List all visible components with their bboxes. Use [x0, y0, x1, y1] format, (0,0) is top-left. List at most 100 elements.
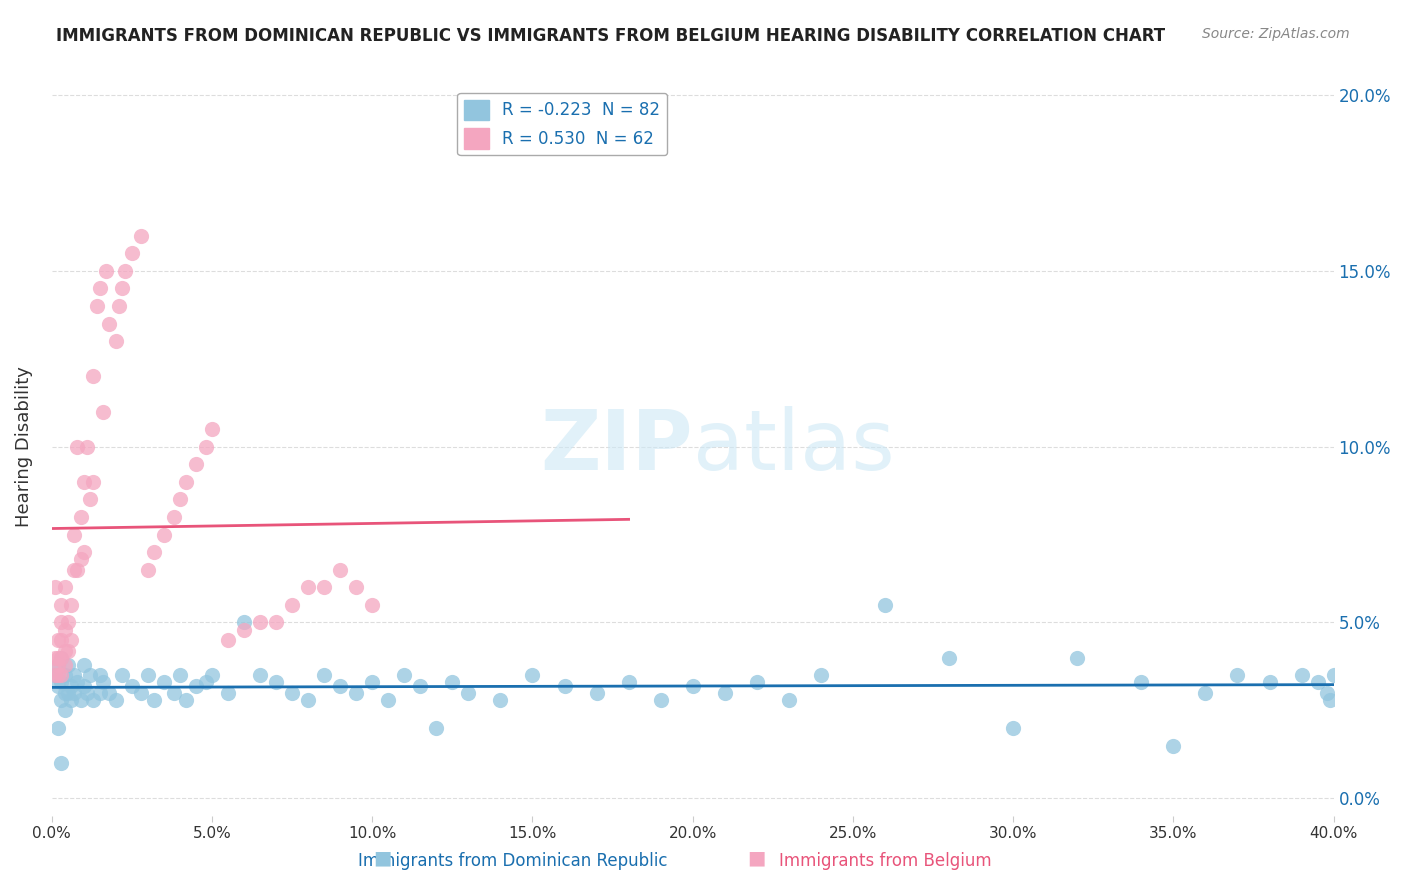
- Point: [53, 643, 76, 657]
- Point: [1130, 675, 1153, 690]
- Point: [136, 668, 159, 682]
- Point: [184, 679, 207, 693]
- Point: [79, 668, 101, 682]
- Point: [176, 693, 198, 707]
- Point: [79, 492, 101, 507]
- Point: [63, 686, 86, 700]
- Point: [162, 510, 184, 524]
- Point: [51, 668, 73, 682]
- Point: [96, 264, 118, 278]
- Point: [51, 633, 73, 648]
- Point: [111, 281, 134, 295]
- Point: [425, 721, 447, 735]
- Point: [104, 693, 127, 707]
- Point: [69, 510, 91, 524]
- Point: [51, 756, 73, 771]
- Point: [69, 693, 91, 707]
- Point: [131, 228, 153, 243]
- Point: [76, 686, 98, 700]
- Point: [361, 675, 384, 690]
- Point: [51, 650, 73, 665]
- Point: [59, 679, 82, 693]
- Point: [201, 668, 224, 682]
- Point: [1316, 686, 1339, 700]
- Point: [89, 281, 111, 295]
- Point: [82, 475, 104, 489]
- Point: [82, 369, 104, 384]
- Point: [46, 721, 69, 735]
- Point: [938, 650, 960, 665]
- Point: [86, 299, 108, 313]
- Point: [63, 563, 86, 577]
- Point: [553, 679, 575, 693]
- Legend: R = -0.223  N = 82, R = 0.530  N = 62: R = -0.223 N = 82, R = 0.530 N = 62: [457, 93, 666, 155]
- Point: [194, 440, 217, 454]
- Text: ZIP: ZIP: [540, 406, 693, 487]
- Point: [121, 246, 143, 260]
- Point: [56, 643, 79, 657]
- Point: [585, 686, 607, 700]
- Text: ■: ■: [747, 848, 766, 867]
- Point: [489, 693, 512, 707]
- Point: [217, 686, 239, 700]
- Point: [873, 598, 896, 612]
- Point: [69, 552, 91, 566]
- Point: [51, 615, 73, 630]
- Point: [98, 317, 121, 331]
- Point: [59, 598, 82, 612]
- Point: [1163, 739, 1185, 753]
- Point: [53, 668, 76, 682]
- Point: [745, 675, 768, 690]
- Point: [44, 668, 66, 682]
- Text: ■: ■: [373, 848, 392, 867]
- Point: [136, 563, 159, 577]
- Point: [361, 598, 384, 612]
- Point: [76, 440, 98, 454]
- Point: [63, 527, 86, 541]
- Point: [617, 675, 640, 690]
- Point: [66, 675, 89, 690]
- Point: [1066, 650, 1088, 665]
- Point: [51, 650, 73, 665]
- Point: [1194, 686, 1216, 700]
- Point: [63, 668, 86, 682]
- Point: [91, 404, 114, 418]
- Point: [264, 615, 287, 630]
- Point: [249, 615, 271, 630]
- Point: [329, 563, 352, 577]
- Point: [44, 668, 66, 682]
- Point: [1319, 693, 1341, 707]
- Point: [522, 668, 544, 682]
- Point: [184, 457, 207, 471]
- Point: [121, 679, 143, 693]
- Point: [344, 686, 367, 700]
- Point: [66, 563, 89, 577]
- Point: [51, 598, 73, 612]
- Point: [281, 598, 304, 612]
- Point: [59, 693, 82, 707]
- Point: [53, 703, 76, 717]
- Point: [162, 686, 184, 700]
- Point: [114, 264, 136, 278]
- Point: [1002, 721, 1025, 735]
- Point: [53, 580, 76, 594]
- Point: [650, 693, 672, 707]
- Point: [314, 580, 336, 594]
- Point: [82, 693, 104, 707]
- Point: [46, 633, 69, 648]
- Point: [73, 545, 96, 559]
- Point: [104, 334, 127, 348]
- Point: [169, 668, 191, 682]
- Point: [46, 657, 69, 672]
- Point: [169, 492, 191, 507]
- Text: Source: ZipAtlas.com: Source: ZipAtlas.com: [1202, 27, 1350, 41]
- Point: [73, 475, 96, 489]
- Point: [44, 650, 66, 665]
- Point: [46, 650, 69, 665]
- Point: [73, 657, 96, 672]
- Point: [394, 668, 416, 682]
- Point: [264, 675, 287, 690]
- Point: [778, 693, 800, 707]
- Point: [51, 693, 73, 707]
- Point: [329, 679, 352, 693]
